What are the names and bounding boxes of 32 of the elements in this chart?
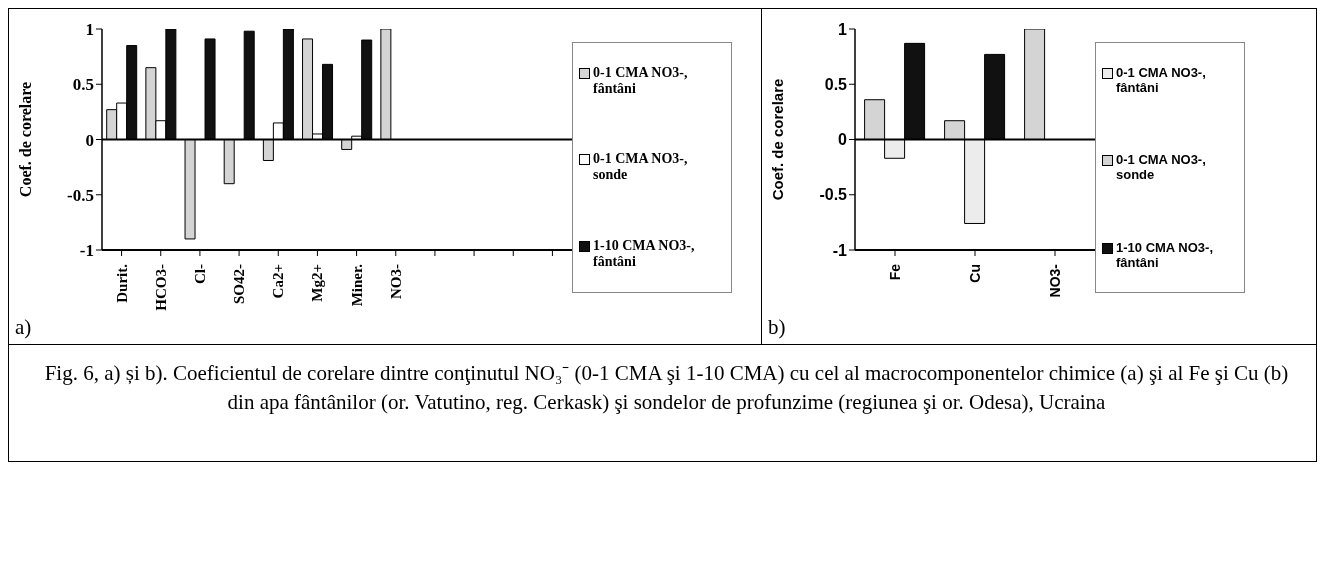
text: b)	[768, 315, 786, 340]
x-tick-label: Ca2+	[270, 264, 287, 299]
x-tick-label: SO42-	[231, 264, 248, 305]
y-tick-label: -0.5	[67, 185, 94, 205]
y-tick-label: -0.5	[819, 186, 848, 204]
y-tick-label: 0.5	[72, 75, 94, 95]
y-tick-label: 0.5	[824, 75, 848, 93]
y-tick-label: 0	[838, 131, 848, 149]
x-tick-label: Cl-	[191, 264, 208, 284]
text: a)	[15, 315, 32, 340]
y-axis-title: Coef. de corelare	[769, 78, 787, 201]
caption: Fig. 6, a) și b). Coeficientul de corelare dintre conţinutul NO₃⁻ (0-1 CMA şi 1-10 CMA) cu cel al macrocomponentelor chimice (a) şi al Fe şi Cu (b) din apa fântânilor (or. Vatutino, reg. Cerkask) şi sondelor de profunzime (regiunea şi or. Odesa), Ucraina	[43, 360, 1290, 416]
y-tick-label: 1	[85, 20, 94, 40]
x-tick-label: Durit.	[113, 263, 130, 303]
y-tick-label: 1	[838, 20, 848, 38]
x-tick-label: Miner.	[348, 263, 365, 307]
x-tick-label: Cu	[967, 264, 983, 283]
x-tick-label: NO3-	[387, 264, 404, 299]
legend-label: 1-10 CMA NO3-, fântâni	[593, 237, 696, 270]
x-tick-label: HCO3-	[152, 264, 169, 311]
legend-label: 0-1 CMA NO3-, fântâni	[1116, 64, 1207, 95]
x-tick-label: Mg2+	[309, 264, 326, 302]
legend-label: 0-1 CMA NO3-, fântâni	[593, 64, 689, 97]
x-tick-label: Fe	[887, 263, 903, 281]
y-tick-label: -1	[832, 241, 848, 259]
legend-label: 0-1 CMA NO3-, sonde	[593, 151, 689, 183]
legend-label: 1-10 CMA NO3-, fântâni	[1116, 239, 1215, 270]
x-tick-label: NO3-	[1047, 263, 1063, 298]
y-axis-title: Coef. de corelare	[16, 81, 34, 198]
y-tick-label: 0	[85, 130, 94, 150]
y-tick-label: -1	[79, 241, 94, 261]
legend-label: 0-1 CMA NO3-, sonde	[1116, 152, 1207, 182]
